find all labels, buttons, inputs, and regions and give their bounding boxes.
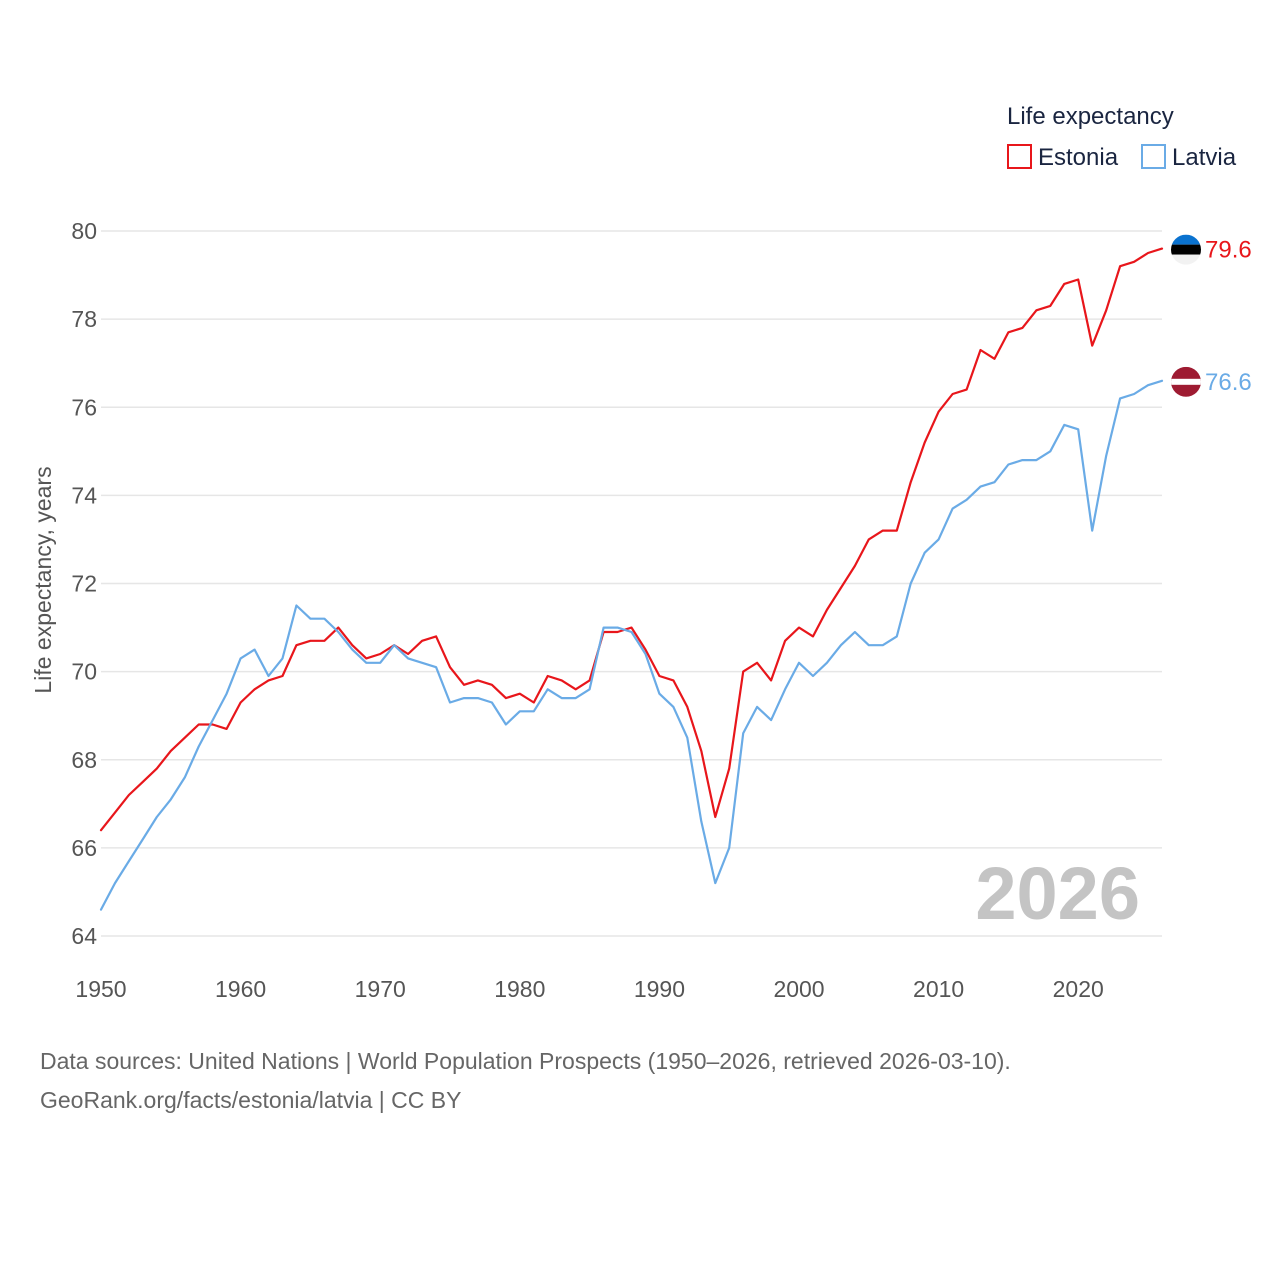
grid-lines — [101, 230, 1162, 937]
series-line-estonia[interactable] — [99, 247, 1164, 832]
legend-swatch-estonia[interactable] — [1007, 144, 1032, 169]
legend-label-estonia[interactable]: Estonia — [1038, 144, 1119, 171]
year-watermark: 2026 — [975, 852, 1140, 935]
y-axis-ticks: 64 66 68 70 72 74 76 78 80 — [71, 218, 97, 949]
x-tick-label: 1950 — [75, 976, 126, 1002]
x-tick-label: 2010 — [913, 976, 964, 1002]
y-tick-label: 76 — [71, 394, 97, 420]
y-tick-label: 80 — [71, 218, 97, 244]
y-axis-title: Life expectancy, years — [30, 466, 56, 693]
x-axis-ticks: 1950 1960 1970 1980 1990 2000 2010 2020 — [75, 976, 1103, 1002]
y-tick-label: 68 — [71, 747, 97, 773]
legend: Life expectancy Estonia Latvia — [1007, 103, 1237, 171]
end-value-label-estonia: 79.6 — [1205, 237, 1252, 264]
x-tick-label: 2000 — [773, 976, 824, 1002]
x-tick-label: 1980 — [494, 976, 545, 1002]
y-tick-label: 66 — [71, 835, 97, 861]
y-tick-label: 72 — [71, 571, 97, 597]
line-chart: 64 66 68 70 72 74 76 78 80 1950 1960 1970 1980 1990 2… — [30, 103, 1252, 1002]
y-tick-label: 74 — [71, 482, 97, 508]
end-value-label-latvia: 76.6 — [1205, 369, 1252, 396]
estonia-flag-icon — [1171, 234, 1201, 265]
series-line-latvia[interactable] — [99, 379, 1164, 911]
x-tick-label: 2020 — [1053, 976, 1104, 1002]
source-line-2: GeoRank.org/facts/estonia/latvia | CC BY — [40, 1087, 462, 1113]
source-note: Data sources: United Nations | World Pop… — [40, 1042, 1011, 1120]
legend-swatch-latvia[interactable] — [1141, 144, 1166, 169]
x-tick-label: 1960 — [215, 976, 266, 1002]
series-lines — [99, 247, 1164, 911]
series-end-markers: 79.6 76.6 — [1171, 234, 1252, 397]
x-tick-label: 1990 — [634, 976, 685, 1002]
source-line-1: Data sources: United Nations | World Pop… — [40, 1048, 1011, 1074]
y-tick-label: 64 — [71, 923, 97, 949]
legend-label-latvia[interactable]: Latvia — [1172, 144, 1237, 171]
y-tick-label: 70 — [71, 659, 97, 685]
x-tick-label: 1970 — [355, 976, 406, 1002]
y-tick-label: 78 — [71, 306, 97, 332]
legend-title: Life expectancy — [1007, 103, 1174, 130]
latvia-flag-icon — [1171, 366, 1201, 397]
